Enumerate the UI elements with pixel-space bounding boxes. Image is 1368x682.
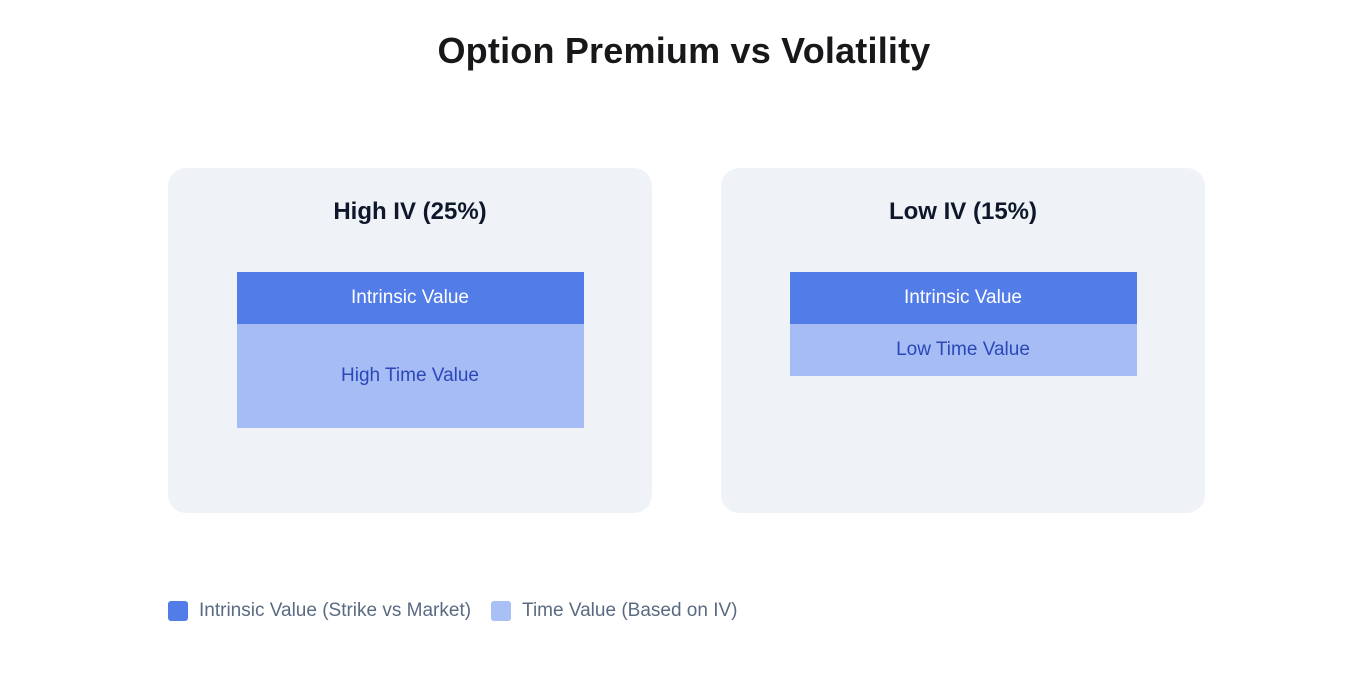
stacked-bar-low-iv: Intrinsic Value Low Time Value xyxy=(789,272,1137,376)
legend-item-intrinsic-value: Intrinsic Value (Strike vs Market) xyxy=(168,600,471,622)
legend: Intrinsic Value (Strike vs Market) Time … xyxy=(168,600,1368,622)
panels-row: High IV (25%) Intrinsic Value High Time … xyxy=(168,168,1368,513)
stacked-bar-high-iv: Intrinsic Value High Time Value xyxy=(236,272,584,428)
intrinsic-value-swatch-icon xyxy=(168,601,188,621)
panel-high-iv-title: High IV (25%) xyxy=(333,198,487,225)
bar-segment-low-time-value: Low Time Value xyxy=(789,324,1137,376)
time-value-swatch-icon xyxy=(491,601,512,621)
legend-label-time-value: Time Value (Based on IV) xyxy=(522,600,738,621)
bar-segment-intrinsic-value: Intrinsic Value xyxy=(789,272,1137,324)
legend-label-intrinsic-value: Intrinsic Value (Strike vs Market) xyxy=(199,600,472,621)
page-title: Option Premium vs Volatility xyxy=(437,30,931,71)
panel-low-iv-title: Low IV (15%) xyxy=(888,198,1038,225)
legend-item-time-value: Time Value (Based on IV) xyxy=(491,600,738,622)
bar-segment-high-time-value: High Time Value xyxy=(236,324,584,428)
panel-low-iv: Low IV (15%) Intrinsic Value Low Time Va… xyxy=(721,168,1205,513)
panel-high-iv: High IV (25%) Intrinsic Value High Time … xyxy=(168,168,652,513)
bar-segment-intrinsic-value: Intrinsic Value xyxy=(236,272,584,324)
